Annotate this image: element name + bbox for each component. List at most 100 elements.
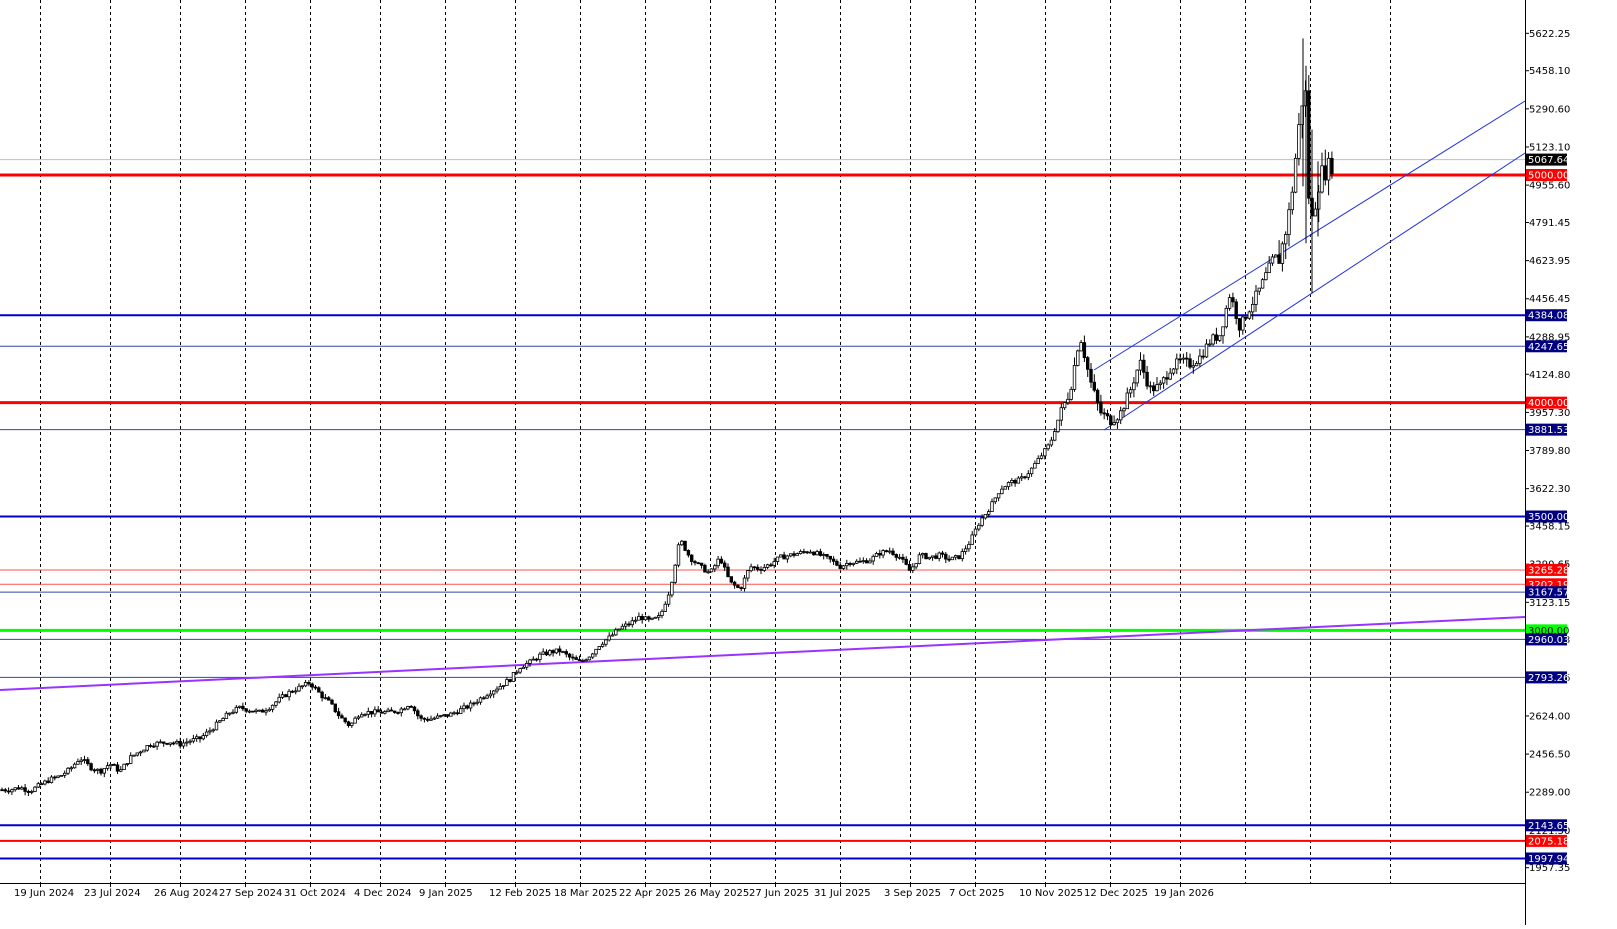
candle-body [627, 623, 631, 626]
y-tick-label: 3789.80 [1529, 446, 1570, 457]
candle-body [369, 711, 374, 715]
level-tag-bg [1526, 396, 1567, 409]
candle-body [1039, 455, 1044, 459]
candle-body [874, 553, 879, 557]
candle-body [996, 493, 1001, 499]
channel-lower-line [1103, 152, 1526, 431]
candle-body [1227, 297, 1232, 309]
candle-body [115, 764, 120, 772]
candle-body [640, 615, 644, 621]
candle-body [528, 659, 532, 664]
x-tick-label: 18 Mar 2025 [554, 888, 617, 899]
candle-body [1069, 388, 1073, 400]
y-tick-label: 4124.80 [1529, 370, 1570, 381]
candle-body [1280, 243, 1285, 264]
candle-body [897, 556, 902, 559]
candle-body [1122, 408, 1126, 412]
candle-body [1221, 326, 1225, 337]
level-tag-bg [1526, 624, 1567, 637]
candle-body [805, 551, 809, 554]
candle-body [26, 791, 31, 793]
candle-body [76, 761, 80, 765]
candle-body [551, 650, 555, 654]
candle-body [449, 712, 453, 717]
candle-body [960, 551, 964, 560]
level-tag-label: 2793.26 [1528, 673, 1569, 684]
candle-body [442, 714, 446, 717]
candle-body [756, 566, 760, 570]
level-tag-bg [1526, 423, 1567, 436]
level-tag-bg [1526, 819, 1567, 832]
candle-body [650, 617, 654, 620]
candle-body [1181, 357, 1186, 360]
candle-body [92, 769, 97, 772]
candle-body [482, 697, 486, 700]
candle-body [132, 754, 136, 757]
candle-body [544, 651, 549, 656]
candle-body [396, 712, 400, 714]
candle-body [1053, 431, 1057, 441]
candle-body [742, 577, 747, 589]
y-tick-label: 2456.50 [1529, 750, 1570, 761]
candle-body [657, 615, 661, 618]
candle-body [818, 551, 823, 556]
candle-body [346, 721, 351, 726]
candle-body [1224, 307, 1228, 328]
candle-body [435, 715, 440, 719]
x-tick-label: 26 Aug 2024 [154, 888, 218, 899]
candle-body [491, 690, 496, 695]
candle-body [1092, 381, 1096, 391]
candle-body [683, 540, 687, 551]
candle-body [326, 697, 331, 701]
candle-body [1313, 208, 1318, 217]
candle-body [224, 712, 229, 719]
candle-body [221, 718, 225, 722]
candle-body [274, 701, 278, 706]
candle-body [548, 650, 552, 656]
candle-body [851, 562, 856, 565]
candle-body [419, 715, 423, 719]
candle-body [237, 705, 242, 708]
candle-body [1049, 439, 1054, 446]
candle-body [706, 571, 710, 574]
candle-body [670, 581, 674, 596]
candle-body [907, 564, 912, 571]
candle-body [1102, 412, 1106, 415]
candle-body [904, 558, 908, 565]
candle-body [1089, 368, 1093, 383]
candle-body [227, 712, 232, 715]
candle-body [924, 553, 928, 560]
candle-body [508, 679, 512, 682]
candle-body [1277, 254, 1281, 264]
candle-body [1079, 342, 1083, 352]
candle-body [709, 568, 714, 573]
candle-body [264, 710, 268, 713]
x-tick-label: 9 Jan 2025 [419, 888, 473, 899]
candle-series [0, 38, 1334, 797]
level-tag-bg [1526, 852, 1567, 865]
candle-body [967, 543, 971, 550]
y-tick-label: 1957.35 [1529, 863, 1570, 874]
level-tag-bg [1526, 671, 1567, 684]
candle-body [478, 697, 483, 703]
candle-body [181, 742, 186, 747]
candle-body [1287, 209, 1291, 235]
y-tick-label: 5458.10 [1529, 66, 1570, 77]
candle-body [663, 603, 667, 612]
candle-body [574, 657, 578, 660]
candle-body [307, 681, 311, 685]
candle-body [1231, 297, 1235, 303]
candle-body [1175, 358, 1179, 370]
y-tick-label: 4791.45 [1529, 218, 1570, 229]
y-tick-label: 4955.60 [1529, 181, 1570, 192]
candle-body [891, 550, 895, 555]
candle-body [633, 619, 638, 622]
candle-body [561, 651, 565, 653]
current-price-tag-label: 5067.64 [1528, 155, 1569, 166]
candle-body [218, 720, 222, 723]
candle-body [399, 708, 403, 714]
candle-body [350, 722, 354, 726]
candle-body [1204, 343, 1209, 358]
candle-body [53, 776, 57, 779]
